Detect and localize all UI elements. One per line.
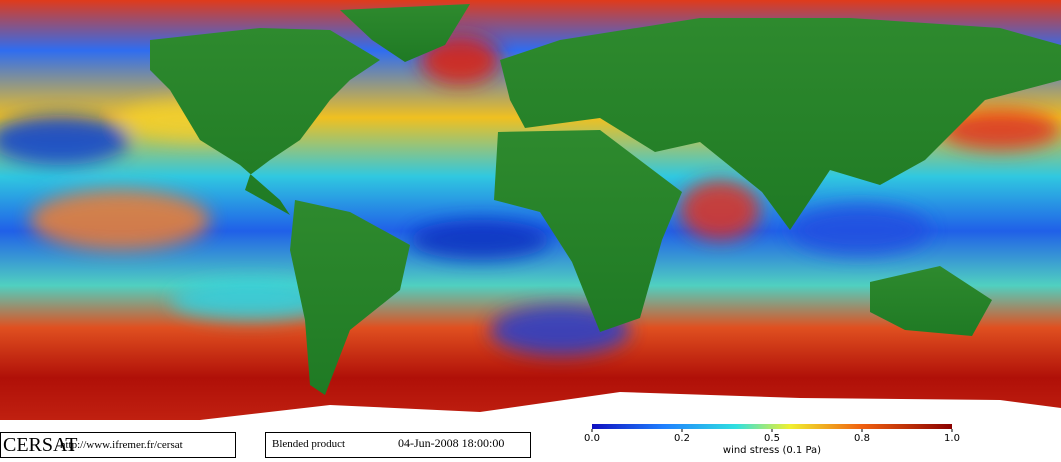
info-bar: CERSAT http://www.ifremer.fr/cersat Blen…: [0, 424, 952, 458]
africa: [494, 130, 682, 332]
greenland: [340, 4, 470, 62]
timestamp: 04-Jun-2008 18:00:00: [398, 436, 504, 450]
australia: [870, 266, 992, 336]
colorbar-label: wind stress (0.1 Pa): [723, 445, 821, 456]
colorbar-tick-label: 0.5: [764, 433, 780, 444]
product-box: [265, 432, 531, 458]
colorbar-tick-label: 0.2: [674, 433, 690, 444]
colorbar: [592, 424, 952, 429]
colorbar-tick-label: 0.8: [854, 433, 870, 444]
logo: CERSAT: [3, 434, 77, 456]
product: Blended product: [272, 438, 345, 450]
colorbar-tick-label: 0.0: [584, 433, 600, 444]
logo-box: [0, 432, 236, 458]
eurasia: [500, 18, 1061, 230]
south-america: [290, 200, 410, 395]
north-america: [150, 28, 380, 215]
url: http://www.ifremer.fr/cersat: [60, 439, 183, 451]
colorbar-tick-label: 1.0: [944, 433, 960, 444]
